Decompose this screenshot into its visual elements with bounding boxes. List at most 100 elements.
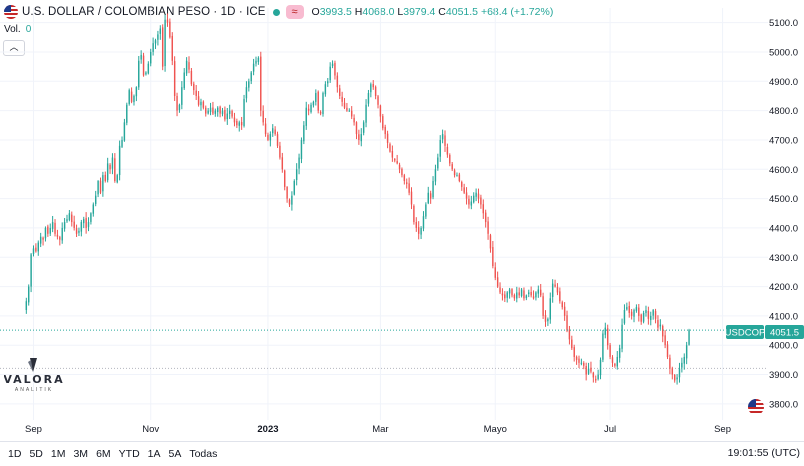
candle-body xyxy=(396,161,398,164)
candle-body xyxy=(49,227,51,234)
candle-body xyxy=(295,169,298,181)
candle-body xyxy=(614,363,616,366)
candle-body xyxy=(401,168,403,176)
candle-body xyxy=(102,175,104,192)
candle-body xyxy=(434,169,437,182)
y-tick-label: 4800.0 xyxy=(769,106,798,117)
candle-body xyxy=(504,294,506,299)
us-flag-icon[interactable] xyxy=(748,399,764,415)
candle-body xyxy=(121,139,123,147)
low-label: L xyxy=(397,6,404,18)
candle-body xyxy=(37,242,39,252)
candle-body xyxy=(350,110,353,117)
candle-body xyxy=(427,192,429,204)
candle-body xyxy=(80,222,83,232)
candle-body xyxy=(226,113,229,120)
candle-body xyxy=(386,133,389,143)
candle-body xyxy=(362,122,365,133)
symbol-title[interactable]: U.S. DOLLAR / COLOMBIAN PESO · 1D · ICE xyxy=(22,6,266,18)
candle-body xyxy=(599,359,602,376)
candle-body xyxy=(334,62,336,76)
candle-body xyxy=(61,227,63,241)
candle-body xyxy=(523,290,525,299)
candle-body xyxy=(238,122,240,126)
x-tick-label: Nov xyxy=(142,424,159,435)
candle-body xyxy=(539,289,542,296)
candle-body xyxy=(429,193,432,199)
candle-body xyxy=(267,134,269,140)
candle-body xyxy=(224,109,226,120)
candle-body xyxy=(355,122,358,135)
delayed-data-badge[interactable]: ≈ xyxy=(285,5,304,19)
candle-body xyxy=(35,247,37,252)
candle-body xyxy=(286,186,288,199)
candle-body xyxy=(561,302,563,308)
candle-body xyxy=(480,197,482,205)
candle-body xyxy=(377,96,379,105)
candle-body xyxy=(257,57,260,62)
candle-body xyxy=(664,335,666,346)
candle-body xyxy=(197,96,200,105)
logo-name: VALORA xyxy=(4,373,64,386)
timeframe-1d[interactable]: 1D xyxy=(8,448,22,460)
candle-body xyxy=(685,345,688,359)
candle-body xyxy=(114,158,116,182)
candle-body xyxy=(68,213,71,220)
candle-body xyxy=(551,283,554,297)
timeframe-5d[interactable]: 5D xyxy=(29,448,43,460)
timeframe-1m[interactable]: 1M xyxy=(50,448,66,460)
candle-body xyxy=(47,226,49,234)
timeframe-6m[interactable]: 6M xyxy=(96,448,111,460)
timeframe-ytd[interactable]: YTD xyxy=(118,448,140,460)
timeframe-todas[interactable]: Todas xyxy=(189,448,218,460)
candle-body xyxy=(673,374,676,381)
candle-body xyxy=(568,329,571,340)
candlestick-chart[interactable]: 3800.0 3900.0 4000.0 4100.0 4200.0 4300.0 4400… xyxy=(0,0,804,441)
candle-body xyxy=(130,91,133,102)
timeframe-1a[interactable]: 1A xyxy=(147,448,161,460)
candle-body xyxy=(391,150,394,158)
candle-body xyxy=(217,107,219,113)
y-tick-label: 4400.0 xyxy=(769,223,798,234)
candle-body xyxy=(315,93,317,102)
candle-body xyxy=(336,75,339,88)
chevron-up-icon: ︿ xyxy=(9,42,19,52)
y-tick-label: 4100.0 xyxy=(769,311,798,322)
candle-body xyxy=(575,356,578,360)
candle-body xyxy=(228,110,231,114)
candle-body xyxy=(145,72,147,75)
open-label: O xyxy=(311,6,320,18)
candle-body xyxy=(547,318,549,322)
candle-body xyxy=(573,347,575,357)
us-flag-icon xyxy=(4,5,18,19)
candle-body xyxy=(389,144,391,152)
y-tick-label: 3800.0 xyxy=(769,399,798,410)
candle-body xyxy=(432,181,434,198)
candle-body xyxy=(496,277,499,287)
candle-body xyxy=(233,117,236,123)
candle-body xyxy=(97,181,99,195)
y-tick-label: 5100.0 xyxy=(769,18,798,29)
timeframe-3m[interactable]: 3M xyxy=(73,448,89,460)
close-label: C xyxy=(438,6,446,18)
candle-body xyxy=(451,164,453,170)
candle-body xyxy=(71,214,73,223)
candle-body xyxy=(606,328,609,346)
candle-body xyxy=(628,305,630,313)
grid-lines xyxy=(0,8,768,420)
candle-body xyxy=(236,121,238,126)
open-value: 3993.5 xyxy=(319,6,352,18)
candle-body xyxy=(372,84,374,88)
close-value: 4051.5 xyxy=(445,6,479,18)
candle-body xyxy=(415,222,418,228)
low-value: 3979.4 xyxy=(403,6,436,18)
candle-body xyxy=(621,324,623,349)
x-tick-label: Sep xyxy=(25,424,42,435)
candle-body xyxy=(123,122,126,141)
candle-body xyxy=(51,222,54,229)
candle-body xyxy=(346,107,348,111)
candle-body xyxy=(484,212,487,223)
timeframe-5a[interactable]: 5A xyxy=(168,448,182,460)
y-tick-label: 3900.0 xyxy=(769,370,798,381)
candle-body xyxy=(214,110,217,114)
